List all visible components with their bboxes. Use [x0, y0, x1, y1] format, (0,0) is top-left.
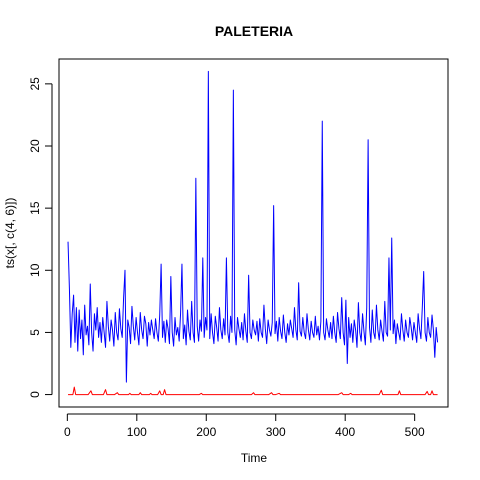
x-axis: 0 100 200 300 400 500	[64, 413, 425, 439]
x-axis-label: Time	[241, 451, 268, 465]
series-line-2	[68, 386, 438, 396]
x-tick-label: 300	[266, 425, 286, 439]
x-tick-label: 100	[127, 425, 147, 439]
series-layer	[67, 70, 439, 396]
y-tick-label: 20	[28, 139, 42, 153]
plot-frame	[58, 58, 449, 408]
x-tick-label: 400	[335, 425, 355, 439]
y-tick-label: 25	[28, 77, 42, 91]
x-tick-label: 200	[196, 425, 216, 439]
y-axis-label: ts(x[, c(4, 6)])	[3, 198, 17, 269]
series-line-1	[67, 70, 439, 383]
y-axis: 0 5 10 15 20 25	[28, 77, 53, 398]
chart-title: PALETERIA	[215, 23, 293, 39]
y-tick-label: 0	[28, 391, 42, 398]
y-tick-label: 5	[28, 329, 42, 336]
x-tick-label: 0	[64, 425, 71, 439]
x-tick-label: 500	[405, 425, 425, 439]
y-tick-label: 15	[28, 201, 42, 215]
y-tick-label: 10	[28, 263, 42, 277]
